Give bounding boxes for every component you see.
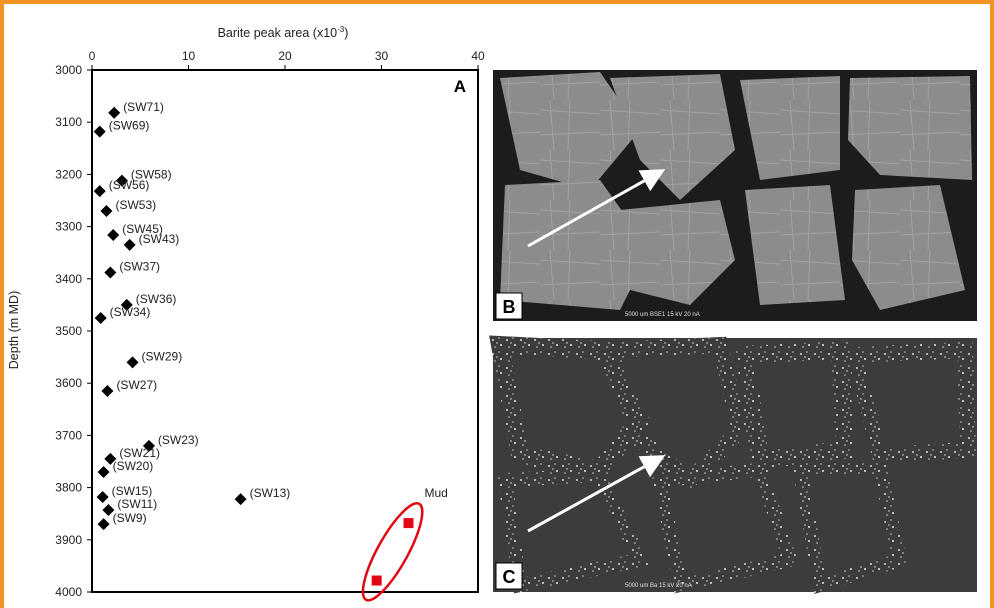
sidewall-point [100,204,113,217]
scale-text-b: 5000 um BSE1 15 kV 20 nA [625,312,700,318]
sidewall-point [107,228,120,241]
sidewall-point [234,493,247,506]
arrow-c [527,455,666,533]
sidewall-label: (SW69) [109,119,150,133]
mud-point [371,575,382,586]
x-tick-label: 20 [278,49,292,63]
sidewall-label: (SW71) [123,100,164,114]
arrow-b [527,169,666,248]
y-tick-label: 3200 [55,167,82,181]
y-tick-label: 3900 [55,533,82,547]
plot-area [91,69,479,593]
y-tick-label: 3000 [55,63,82,77]
panel-b-bse-image: B 5000 um BSE1 15 kV 20 nA [493,70,977,321]
sidewall-label: (SW21) [119,446,160,460]
sidewall-point [120,298,133,311]
panel-label-b: B [503,297,516,317]
sidewall-label: (SW20) [113,459,154,473]
sidewall-label: (SW53) [115,198,156,212]
scale-text-c: 5000 um Ba 15 kV 20 nA [625,583,692,589]
x-tick-label: 0 [89,49,96,63]
sidewall-point [101,385,114,398]
panel-c-ba-map-image: C 5000 um Ba 15 kV 20 nA [489,335,977,595]
mud-ellipse [361,502,424,602]
sidewall-point [104,266,117,279]
sidewall-label: (SW45) [122,222,163,236]
sidewall-point [102,504,115,517]
sidewall-label: (SW56) [109,178,150,192]
y-tick-label: 3300 [55,220,82,234]
x-axis-label: Barite peak area (x10-3) [218,25,349,40]
mud-label: Mud [425,486,448,500]
y-tick-label: 3700 [55,428,82,442]
sidewall-point [142,439,155,452]
sidewall-point [93,185,106,198]
sidewall-point [96,490,109,503]
y-tick-label: 3600 [55,376,82,390]
sidewall-label: (SW43) [139,232,180,246]
sidewall-label: (SW15) [112,484,153,498]
y-tick-label: 3400 [55,272,82,286]
y-axis-label: Depth (m MD) [7,291,21,369]
x-tick-label: 40 [471,49,485,63]
x-tick-label: 30 [375,49,389,63]
sidewall-point [108,106,121,119]
sidewall-point [97,518,110,531]
sidewall-point [93,125,106,138]
sidewall-point [126,356,139,369]
sidewall-point [97,465,110,478]
sidewall-label: (SW9) [113,511,147,525]
sidewall-label: (SW23) [158,433,199,447]
sidewall-label: (SW37) [119,260,160,274]
sidewall-label: (SW27) [116,378,157,392]
sidewall-label: (SW11) [117,497,157,511]
sidewall-point [104,452,117,465]
x-tick-label: 10 [182,49,196,63]
sidewall-label: (SW29) [142,349,183,363]
mud-point [403,518,414,529]
sidewall-point [94,311,107,324]
y-tick-label: 4000 [55,585,82,599]
sidewall-label: (SW13) [250,486,291,500]
panel-label-c: C [503,567,516,587]
sidewall-label: (SW34) [110,305,151,319]
panel-label-a: A [454,77,466,96]
y-tick-label: 3100 [55,115,82,129]
sidewall-label: (SW58) [131,168,172,182]
y-tick-label: 3800 [55,481,82,495]
sidewall-point [123,238,136,251]
sidewall-point [115,174,128,187]
sidewall-label: (SW36) [136,292,177,306]
y-tick-label: 3500 [55,324,82,338]
